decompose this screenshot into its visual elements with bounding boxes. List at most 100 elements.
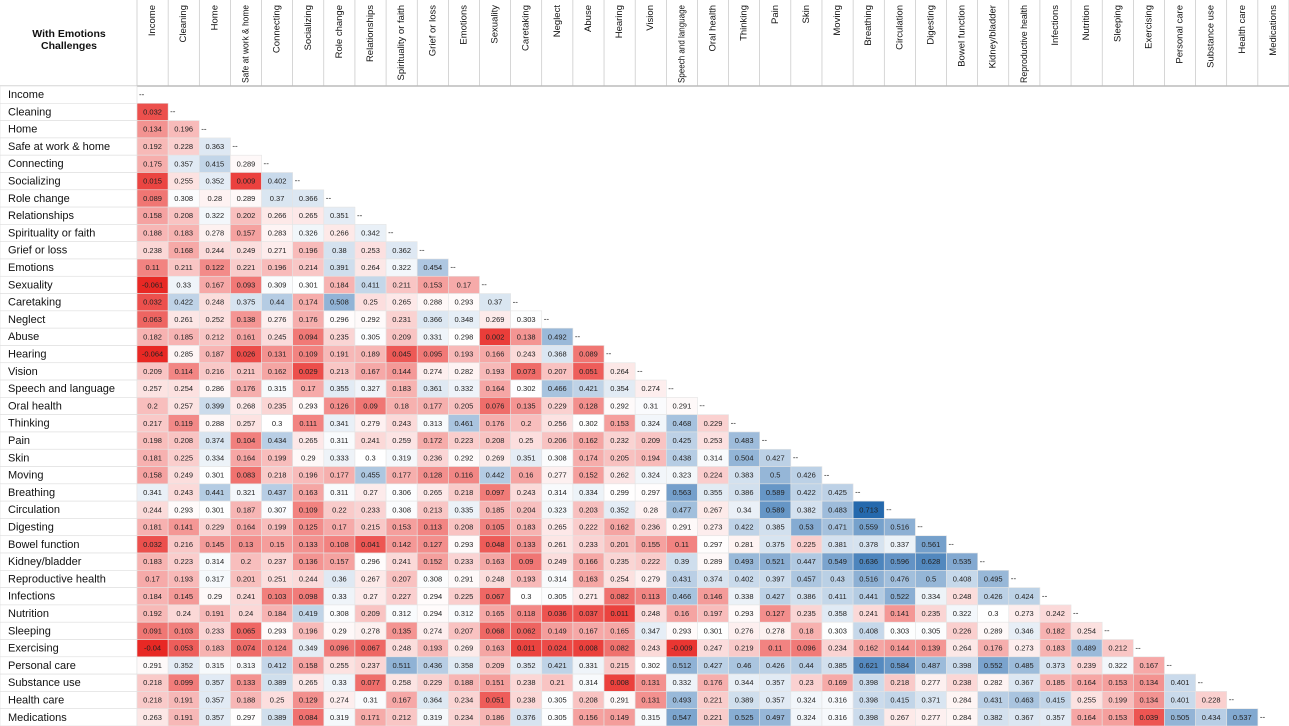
cell-value: 0.17: [301, 384, 316, 393]
cell-value: 0.164: [237, 453, 256, 462]
cell-value: 0.298: [455, 332, 474, 341]
cell-value: 0.213: [423, 505, 442, 514]
column-header: Connecting: [272, 5, 283, 53]
cell-value: 0.193: [455, 350, 474, 359]
diagonal-mark: --: [544, 315, 550, 324]
cell-value: 0.253: [704, 436, 723, 445]
cell-value: 0.041: [361, 540, 380, 549]
cell-value: 0.218: [890, 678, 909, 687]
cell-value: 0.228: [1202, 696, 1221, 705]
cell-value: 0.357: [205, 696, 224, 705]
column-header: Speech and language: [676, 5, 687, 83]
column-header: Relationships: [365, 5, 376, 62]
cell-value: 0.235: [922, 609, 941, 618]
cell-value: 0.242: [1046, 609, 1065, 618]
diagonal-mark: --: [1104, 626, 1110, 635]
cell-value: 0.441: [859, 592, 878, 601]
column-header: Nutrition: [1081, 5, 1092, 40]
row-label: Neglect: [8, 314, 45, 326]
cell-value: 0.552: [984, 661, 1003, 670]
cell-value: 0.285: [174, 350, 193, 359]
cell-value: 0.118: [517, 609, 535, 618]
cell-value: 0.11: [768, 644, 782, 653]
cell-value: 0.2: [521, 419, 531, 428]
cell-value: 0.177: [423, 401, 442, 410]
cell-value: 0.269: [486, 315, 505, 324]
cell-value: 0.17: [145, 574, 160, 583]
cell-value: 0.309: [268, 280, 287, 289]
cell-value: 0.352: [517, 661, 536, 670]
cell-value: 0.231: [392, 315, 411, 324]
cell-value: 0.236: [423, 453, 442, 462]
cell-value: 0.162: [268, 367, 287, 376]
row-label: Bowel function: [8, 539, 80, 551]
cell-value: 0.33: [176, 280, 191, 289]
cell-value: 0.248: [486, 574, 505, 583]
cell-value: 0.397: [766, 574, 785, 583]
cell-value: 0.308: [548, 453, 567, 462]
diagonal-mark: --: [1135, 643, 1141, 652]
cell-value: 0.233: [455, 557, 474, 566]
cell-value: 0.183: [174, 229, 193, 238]
cell-value: 0.233: [205, 626, 224, 635]
cell-value: 0.25: [270, 696, 285, 705]
diagonal-mark: --: [357, 211, 363, 220]
row-label: Spirituality or faith: [8, 227, 95, 239]
cell-value: 0.241: [392, 557, 411, 566]
row-label: Caretaking: [8, 297, 61, 309]
cell-value: 0.095: [423, 350, 442, 359]
cell-value: 0.153: [423, 280, 442, 289]
cell-value: 0.241: [859, 609, 878, 618]
cell-value: 0.125: [299, 523, 318, 532]
cell-value: 0.082: [610, 644, 629, 653]
cell-value: 0.138: [517, 332, 536, 341]
cell-value: 0.289: [237, 159, 256, 168]
cell-value: 0.216: [205, 367, 224, 376]
cell-value: 0.563: [672, 488, 691, 497]
column-header: Moving: [832, 5, 843, 36]
cell-value: 0.319: [392, 453, 411, 462]
cell-value: -0.061: [142, 280, 163, 289]
cell-value: 0.346: [1015, 626, 1034, 635]
cell-value: 0.091: [143, 626, 162, 635]
row-label: Health care: [8, 694, 64, 706]
cell-value: 0.291: [455, 574, 474, 583]
cell-value: 0.113: [642, 592, 660, 601]
cell-value: 0.292: [610, 401, 629, 410]
cell-value: 0.209: [143, 367, 162, 376]
cell-value: 0.382: [984, 713, 1003, 722]
cell-value: 0.174: [299, 298, 318, 307]
cell-value: 0.16: [519, 471, 534, 480]
cell-value: 0.399: [205, 401, 224, 410]
cell-value: 0.212: [205, 332, 224, 341]
cell-value: 0.291: [672, 523, 691, 532]
column-header: Safe at work & home: [240, 5, 251, 83]
cell-value: 0.348: [455, 315, 474, 324]
cell-value: 0.492: [548, 332, 567, 341]
cell-value: 0.366: [423, 315, 442, 324]
cell-value: 0.297: [704, 540, 723, 549]
cell-value: 0.322: [205, 211, 224, 220]
cell-value: 0.202: [237, 211, 256, 220]
cell-value: 0.512: [672, 661, 691, 670]
cell-value: 0.279: [361, 419, 380, 428]
row-label: Home: [8, 124, 37, 136]
cell-value: 0.358: [828, 609, 847, 618]
cell-value: 0.156: [579, 713, 598, 722]
cell-value: 0.145: [174, 592, 193, 601]
cell-value: -0.064: [142, 350, 163, 359]
cell-value: 0.37: [488, 298, 503, 307]
cell-value: 0.203: [579, 505, 598, 514]
cell-value: 0.255: [174, 177, 193, 186]
cell-value: 0.184: [268, 609, 287, 618]
cell-value: 0.293: [174, 505, 193, 514]
cell-value: 0.206: [548, 436, 567, 445]
cell-value: 0.408: [953, 574, 972, 583]
cell-value: 0.351: [330, 211, 349, 220]
cell-value: 0.495: [984, 574, 1003, 583]
row-label: Vision: [8, 366, 38, 378]
cell-value: 0.33: [332, 592, 347, 601]
diagonal-mark: --: [762, 436, 768, 445]
cell-value: 0.505: [1171, 713, 1190, 722]
cell-value: 0.207: [455, 626, 474, 635]
